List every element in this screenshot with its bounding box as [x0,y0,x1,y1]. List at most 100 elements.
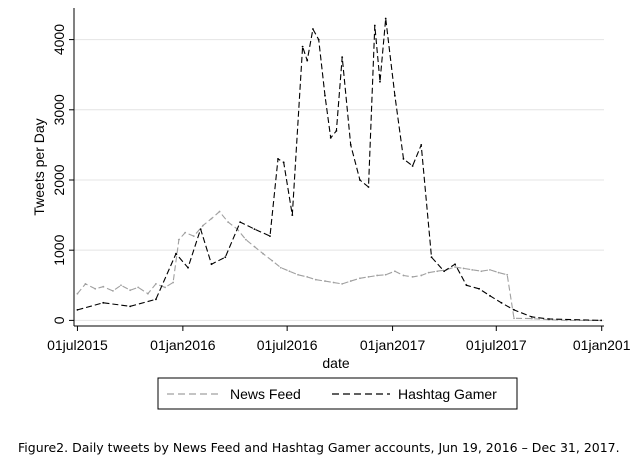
data-point-s0-4 [112,290,114,292]
y-tick-label-1000: 1000 [51,234,67,265]
data-point-s1-43 [600,319,603,322]
data-point-s0-12 [177,238,180,241]
y-axis-label: Tweets per Day [31,118,47,215]
x-tick-label-1: 01jan2016 [150,337,216,353]
data-point-s0-37 [393,270,396,273]
data-point-s1-13 [282,161,285,164]
y-tick-label-4000: 4000 [51,24,67,55]
data-point-s0-22 [262,252,264,255]
data-point-s1-3 [155,298,157,301]
chart: 01jul2015 01jan2016 01jul2016 01jan2017 01ju… [31,8,631,410]
data-point-s0-1 [84,282,87,285]
legend-label-hashtag-gamer: Hashtag Gamer [398,386,497,402]
data-point-s1-7 [210,263,213,266]
data-point-s0-0 [76,292,79,295]
data-point-s1-9 [239,221,242,224]
data-point-s0-36 [384,273,387,276]
data-point-s1-11 [269,235,271,238]
x-ticks: 01jul2015 01jan2016 01jul2016 01jan2017 01ju… [47,326,631,353]
data-point-s1-2 [129,305,132,308]
data-point-s0-2 [94,287,97,290]
data-point-s0-51 [513,317,515,320]
data-point-s0-29 [324,280,326,282]
data-point-s0-44 [454,266,456,268]
data-point-s1-41 [530,315,533,318]
gridlines [74,39,604,321]
data-point-s0-8 [147,292,149,295]
data-point-s0-48 [489,268,491,271]
x-tick-label-4: 01jul2017 [466,337,527,353]
data-point-s0-30 [332,281,335,284]
data-point-s1-25 [367,186,370,188]
x-tick-label-3: 01jan2017 [360,337,426,353]
data-point-s0-15 [202,224,204,227]
data-point-s0-23 [271,259,274,262]
data-point-s1-0 [76,308,79,311]
data-point-s1-5 [187,266,189,269]
data-point-s1-22 [341,56,344,59]
data-point-s1-36 [465,284,468,287]
data-point-s1-40 [513,308,515,311]
data-point-s1-24 [359,179,361,181]
data-point-s0-21 [253,245,256,248]
data-point-s1-21 [335,129,338,132]
data-point-s0-17 [218,210,221,213]
data-point-s1-27 [379,80,381,83]
x-axis-label: date [322,355,349,371]
data-point-s0-32 [349,280,352,282]
data-point-s0-7 [137,286,140,289]
data-point-s0-31 [341,282,344,285]
data-point-s1-33 [430,256,433,259]
x-tick-label-5: 01jan201 [573,337,631,353]
x-tick-label-2: 01jul2016 [257,337,318,353]
data-point-s0-35 [376,274,379,277]
series-line-news-feed [76,211,602,321]
data-point-s1-14 [291,214,294,216]
data-point-s1-4 [175,252,177,255]
data-point-s0-46 [471,268,474,271]
y-tick-label-0: 0 [51,316,67,324]
data-point-s1-37 [478,287,480,290]
data-point-s0-41 [427,271,430,274]
data-point-s0-47 [480,270,483,273]
data-point-s0-33 [359,277,361,280]
data-point-s0-11 [172,281,175,284]
data-point-s1-26 [373,24,376,27]
data-point-s0-14 [192,235,195,238]
data-point-s1-34 [443,270,446,273]
legend-label-news-feed: News Feed [230,386,301,402]
data-point-s0-39 [411,275,414,278]
figure-caption: Figure2. Daily tweets by News Feed and H… [18,440,620,455]
data-point-s1-16 [306,59,309,62]
data-point-s0-3 [102,285,105,288]
data-point-s0-27 [306,275,309,278]
data-point-s1-10 [253,228,256,231]
y-ticks: 0 1000 2000 3000 4000 [51,24,74,324]
data-point-s1-1 [102,301,105,304]
data-point-s0-42 [436,270,439,273]
data-point-s0-45 [462,267,465,270]
data-point-s1-18 [317,38,320,41]
data-point-s0-52 [530,317,533,320]
data-point-s0-38 [402,274,405,277]
data-point-s1-19 [324,94,326,97]
y-tick-label-3000: 3000 [51,94,67,125]
data-point-s0-5 [120,284,122,287]
data-point-s0-28 [314,278,317,281]
data-point-s0-49 [497,271,500,274]
data-point-s1-35 [454,263,456,266]
data-point-s1-42 [548,318,550,320]
data-point-s1-29 [393,94,396,97]
data-point-s0-25 [288,270,291,273]
series-line-hashtag-gamer [77,17,602,321]
y-tick-label-2000: 2000 [51,164,67,195]
data-point-s1-30 [402,158,405,160]
x-tick-label-0: 01jul2015 [47,337,108,353]
data-point-s1-23 [349,143,352,146]
data-point-s0-18 [227,221,230,224]
legend: News Feed Hashtag Gamer [157,377,518,410]
series-layer [76,17,603,322]
data-point-s0-9 [155,282,157,285]
data-point-s1-20 [329,136,332,139]
data-point-s0-10 [164,286,167,289]
